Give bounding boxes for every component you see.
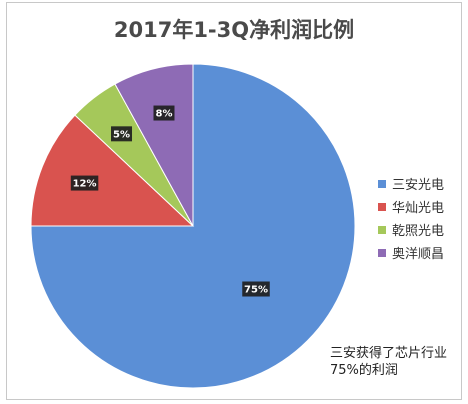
legend-item-sanan: 三安光电 — [378, 172, 464, 195]
legend-swatch-qianzhao — [378, 225, 386, 234]
legend-item-qianzhao: 乾照光电 — [378, 218, 464, 241]
annotation: 三安获得了芯片行业75%的利润 — [330, 346, 448, 378]
legend-label-qianzhao: 乾照光电 — [392, 224, 445, 239]
data-label-aoyang: 8% — [153, 105, 175, 121]
data-label-box — [70, 175, 99, 191]
chart-title: 2017年1-3Q净利润比例 — [113, 18, 355, 42]
data-label-box — [242, 281, 270, 297]
legend-item-huacan: 华灿光电 — [378, 195, 464, 218]
data-label-text: 5% — [113, 129, 130, 140]
legend-swatch-huacan — [378, 202, 386, 211]
legend-label-sanan: 三安光电 — [392, 178, 445, 193]
data-label-sanan: 75% — [242, 281, 270, 297]
data-label-qianzhao: 5% — [111, 126, 133, 142]
legend-label-huacan: 华灿光电 — [392, 201, 445, 216]
legend-swatch-sanan — [378, 179, 386, 188]
data-label-box — [153, 105, 175, 121]
data-label-box — [111, 126, 133, 142]
legend: 三安光电 华灿光电 乾照光电 奥洋顺昌 — [378, 172, 464, 264]
legend-label-aoyang: 奥洋顺昌 — [392, 247, 445, 262]
slice-aoyang — [114, 63, 194, 227]
data-label-text: 8% — [156, 109, 173, 120]
data-label-text: 12% — [73, 179, 97, 190]
data-label-huacan: 12% — [70, 175, 99, 191]
legend-swatch-aoyang — [378, 248, 386, 257]
slice-huacan — [30, 114, 195, 227]
data-label-text: 75% — [244, 285, 268, 296]
legend-item-aoyang: 奥洋顺昌 — [378, 241, 464, 264]
